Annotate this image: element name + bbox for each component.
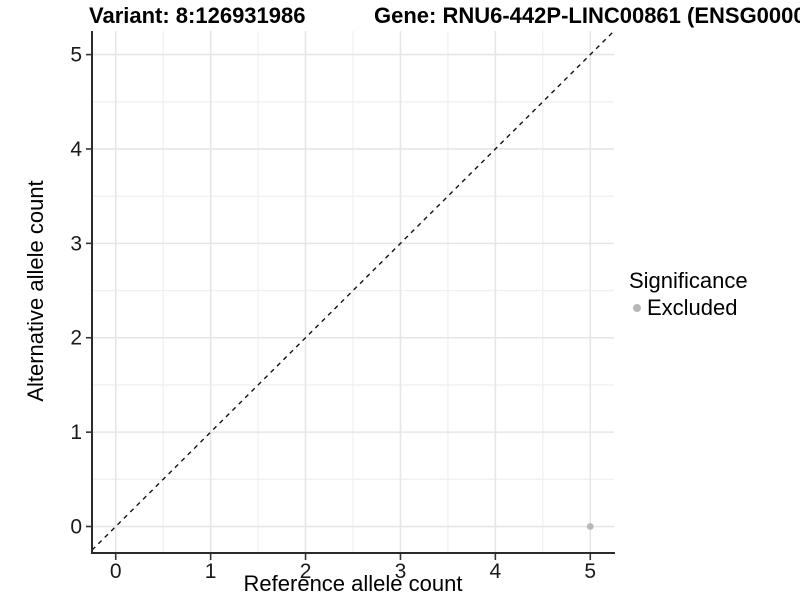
y-tick-label: 5	[70, 44, 82, 67]
excluded-point-icon	[633, 304, 641, 312]
legend-item-label: Excluded	[647, 295, 738, 320]
data-point	[586, 523, 594, 530]
y-tick-label: 2	[70, 327, 82, 350]
x-tick-label: 1	[205, 560, 217, 583]
plot-title-gene: Gene: RNU6-442P-LINC00861 (ENSG00000206	[374, 3, 800, 28]
legend: Significance Excluded	[629, 268, 748, 321]
x-tick-label: 0	[110, 560, 122, 583]
y-tick-label: 1	[70, 421, 82, 444]
legend-title: Significance	[629, 268, 748, 293]
x-axis-title: Reference allele count	[243, 571, 463, 596]
x-tick-label: 3	[395, 560, 407, 583]
y-tick-label: 3	[70, 232, 82, 255]
y-axis-title: Alternative allele count	[23, 180, 48, 402]
x-tick-label: 5	[584, 560, 596, 583]
legend-item-excluded: Excluded	[633, 295, 748, 321]
y-tick-label: 4	[70, 138, 82, 161]
plot-title-variant: Variant: 8:126931986	[89, 3, 306, 28]
x-tick-label: 2	[300, 560, 312, 583]
x-tick-label: 4	[490, 560, 502, 583]
identity-dashed-line	[91, 30, 615, 551]
y-tick-label: 0	[70, 516, 82, 539]
